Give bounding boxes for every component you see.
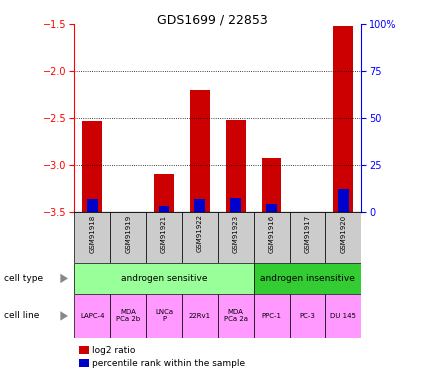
Bar (74, 212, 110, 262)
Text: GSM91922: GSM91922 (197, 214, 203, 252)
Polygon shape (60, 274, 68, 283)
Text: androgen insensitive: androgen insensitive (260, 274, 355, 283)
Bar (254, 212, 289, 262)
Bar (254, 262, 361, 294)
Bar (82, 121, 102, 212)
Polygon shape (60, 311, 68, 321)
Bar (334, 26, 353, 212)
Bar (154, 174, 174, 212)
Bar (110, 212, 146, 262)
Bar (326, 212, 361, 262)
Bar (226, 120, 246, 212)
Text: cell type: cell type (4, 274, 43, 283)
Text: GSM91923: GSM91923 (233, 214, 239, 252)
Bar (110, 294, 146, 338)
Bar (266, 204, 277, 212)
Text: LNCa
P: LNCa P (155, 309, 173, 322)
Text: GSM91919: GSM91919 (125, 214, 131, 253)
Bar (289, 212, 326, 262)
Text: LAPC-4: LAPC-4 (80, 313, 105, 319)
Text: log2 ratio: log2 ratio (92, 346, 136, 355)
Bar (159, 206, 170, 212)
Bar (146, 212, 182, 262)
Bar (262, 158, 281, 212)
Bar (338, 189, 349, 212)
Text: GDS1699 / 22853: GDS1699 / 22853 (157, 13, 268, 26)
Text: GSM91916: GSM91916 (269, 214, 275, 253)
Text: percentile rank within the sample: percentile rank within the sample (92, 358, 245, 368)
Bar (218, 294, 254, 338)
Bar (182, 294, 218, 338)
Text: PPC-1: PPC-1 (262, 313, 282, 319)
Text: androgen sensitive: androgen sensitive (121, 274, 207, 283)
Bar (195, 199, 205, 212)
Text: MDA
PCa 2a: MDA PCa 2a (224, 309, 248, 322)
Text: GSM91918: GSM91918 (89, 214, 95, 253)
Text: GSM91917: GSM91917 (304, 214, 310, 253)
Text: PC-3: PC-3 (300, 313, 315, 319)
Bar (289, 294, 326, 338)
Text: GSM91920: GSM91920 (340, 214, 346, 252)
Text: 22Rv1: 22Rv1 (189, 313, 211, 319)
Bar (218, 212, 254, 262)
Text: DU 145: DU 145 (330, 313, 356, 319)
Text: GSM91921: GSM91921 (161, 214, 167, 252)
Bar (146, 294, 182, 338)
Bar (254, 294, 289, 338)
Bar (190, 90, 210, 212)
Bar (74, 262, 254, 294)
Text: MDA
PCa 2b: MDA PCa 2b (116, 309, 140, 322)
Bar (87, 199, 98, 212)
Text: cell line: cell line (4, 311, 40, 320)
Bar (326, 294, 361, 338)
Bar (182, 212, 218, 262)
Bar (74, 294, 110, 338)
Bar (230, 198, 241, 212)
